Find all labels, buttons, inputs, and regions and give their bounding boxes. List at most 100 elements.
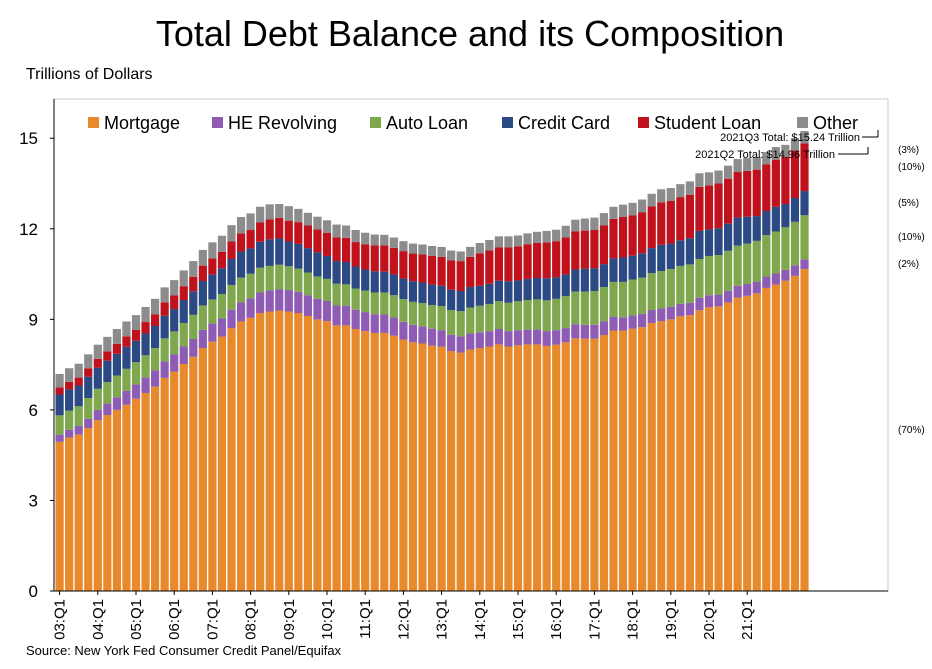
bar-segment-he-revolving <box>236 302 246 322</box>
bar-segment-he-revolving <box>151 370 160 387</box>
bar-segment-auto-loan <box>179 322 188 347</box>
bar-segment-credit-card <box>361 269 370 291</box>
bar-segment-he-revolving <box>513 330 523 346</box>
bar-segment-he-revolving <box>647 309 656 323</box>
bar-segment-mortgage <box>599 335 609 591</box>
bar-segment-credit-card <box>724 223 733 251</box>
bar-segment-mortgage <box>351 329 360 591</box>
bar-segment-auto-loan <box>131 362 141 385</box>
bar-segment-auto-loan <box>332 283 341 306</box>
legend-label-he-revolving: HE Revolving <box>228 113 337 133</box>
bar-segment-other <box>275 204 284 218</box>
bar-segment-student-loan <box>771 159 780 207</box>
bar-segment-other <box>74 363 83 378</box>
bar-segment-auto-loan <box>408 301 418 325</box>
bar-segment-auto-loan <box>800 215 809 260</box>
bar-segment-auto-loan <box>571 291 580 325</box>
bar-segment-student-loan <box>275 217 284 239</box>
bar-segment-he-revolving <box>542 331 551 346</box>
bar-segment-other <box>332 224 341 238</box>
bar-segment-he-revolving <box>246 298 255 318</box>
bar-segment-mortgage <box>638 327 647 591</box>
bar-segment-mortgage <box>151 386 160 591</box>
bar-segment-auto-loan <box>485 303 494 332</box>
bar-segment-student-loan <box>151 314 160 326</box>
bar-segment-student-loan <box>131 329 141 341</box>
bar-segment-student-loan <box>332 237 341 262</box>
bar-segment-he-revolving <box>103 403 112 416</box>
bar-segment-credit-card <box>666 243 675 269</box>
bar-segment-mortgage <box>342 325 351 591</box>
bar-segment-he-revolving <box>122 390 131 405</box>
bar-segment-auto-loan <box>151 348 160 371</box>
bar-segment-auto-loan <box>217 293 227 319</box>
bar-segment-other <box>523 233 532 245</box>
bar-segment-other <box>704 172 714 186</box>
bar-segment-auto-loan <box>447 309 456 335</box>
bar-segment-credit-card <box>399 278 408 300</box>
share-label-auto-loan: (10%) <box>898 232 925 243</box>
bar-segment-other <box>189 261 198 277</box>
bar-segment-auto-loan <box>771 231 780 274</box>
bar-segment-he-revolving <box>533 329 542 345</box>
bar-segment-other <box>437 246 446 257</box>
bar-segment-other <box>380 234 389 246</box>
bar-segment-other <box>179 270 188 287</box>
bar-segment-other <box>552 229 561 242</box>
bar-segment-he-revolving <box>437 330 446 347</box>
bar-segment-other <box>609 206 618 219</box>
bar-segment-he-revolving <box>93 409 102 421</box>
bar-segment-he-revolving <box>638 313 647 328</box>
bar-segment-mortgage <box>227 328 236 591</box>
bar-segment-mortgage <box>781 280 790 591</box>
bar-segment-auto-loan <box>122 368 131 391</box>
bar-segment-mortgage <box>408 342 418 591</box>
bar-segment-auto-loan <box>513 301 523 331</box>
bar-segment-other <box>580 218 589 231</box>
bar-segment-credit-card <box>618 257 628 282</box>
bar-segment-mortgage <box>762 287 771 591</box>
legend-swatch-he-revolving <box>212 117 223 128</box>
bar-segment-student-loan <box>504 247 513 282</box>
bar-segment-mortgage <box>800 268 809 591</box>
bar-segment-mortgage <box>370 332 379 591</box>
bar-segment-mortgage <box>561 342 570 591</box>
bar-segment-he-revolving <box>294 291 303 314</box>
bar-segment-he-revolving <box>504 331 513 347</box>
bar-segment-mortgage <box>427 345 437 591</box>
bar-segment-student-loan <box>762 164 771 211</box>
bar-segment-credit-card <box>208 274 217 300</box>
x-tick-label: 13:Q1 <box>434 599 451 640</box>
bar-segment-other <box>112 329 121 344</box>
bar-segment-credit-card <box>762 210 771 236</box>
bar-segment-auto-loan <box>580 291 589 325</box>
bar-segment-mortgage <box>724 302 733 591</box>
bar-segment-he-revolving <box>781 269 790 281</box>
bar-segment-credit-card <box>800 191 809 216</box>
x-tick-label: 18:Q1 <box>625 599 642 640</box>
bar-segment-he-revolving <box>265 290 274 312</box>
bar-segment-mortgage <box>160 377 169 591</box>
bar-segment-other <box>504 236 513 248</box>
bar-segment-auto-loan <box>380 292 389 315</box>
bar-segment-credit-card <box>55 394 64 416</box>
bar-segment-other <box>456 251 465 262</box>
bar-segment-credit-card <box>743 216 752 244</box>
bar-segment-he-revolving <box>685 302 694 316</box>
legend-label-credit-card: Credit Card <box>518 113 610 133</box>
bar-segment-student-loan <box>179 286 188 301</box>
bar-segment-student-loan <box>427 255 437 285</box>
bar-segment-other <box>322 220 332 233</box>
bar-segment-auto-loan <box>351 288 360 310</box>
bar-segment-he-revolving <box>65 429 74 438</box>
bar-segment-student-loan <box>609 218 618 259</box>
bar-segment-mortgage <box>74 434 83 591</box>
bar-segment-mortgage <box>523 344 532 591</box>
bar-segment-student-loan <box>93 358 102 368</box>
bar-segment-he-revolving <box>131 384 141 399</box>
bar-segment-auto-loan <box>542 300 551 332</box>
source-note: Source: New York Fed Consumer Credit Pan… <box>26 643 342 658</box>
bar-segment-student-loan <box>657 202 666 245</box>
bar-segment-credit-card <box>447 289 456 310</box>
